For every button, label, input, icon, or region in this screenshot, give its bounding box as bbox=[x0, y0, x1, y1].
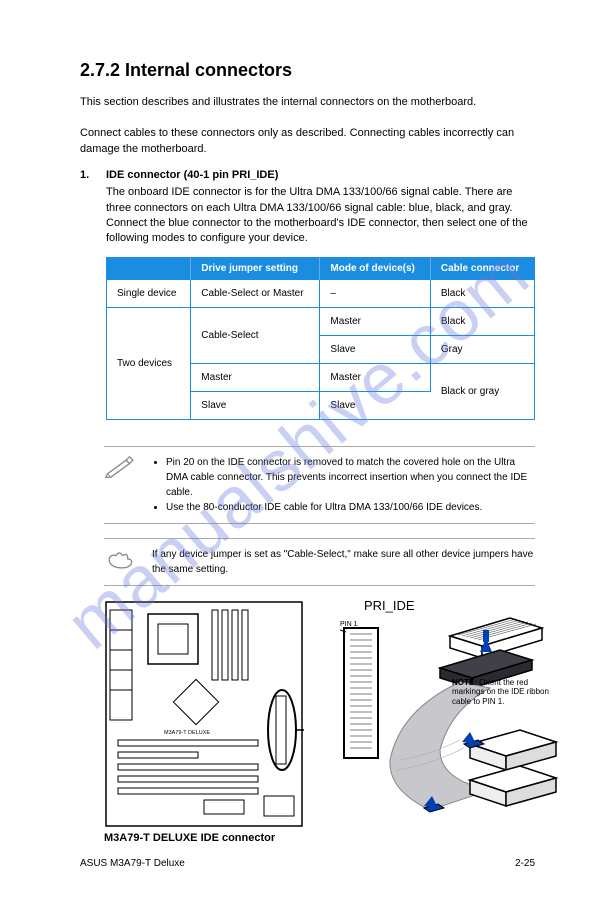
table-row: Single device Cable-Select or Master – B… bbox=[107, 280, 535, 308]
ide-description: The onboard IDE connector is for the Ult… bbox=[106, 185, 535, 247]
intro-text: This section describes and illustrates t… bbox=[80, 95, 535, 110]
item-number: 1. bbox=[80, 169, 92, 436]
ide-title: IDE connector (40-1 pin PRI_IDE) bbox=[106, 169, 535, 181]
hand-icon bbox=[104, 547, 138, 571]
table-cell: Slave bbox=[320, 391, 430, 419]
footer-right: 2-25 bbox=[515, 858, 535, 869]
table-cell: Two devices bbox=[107, 307, 191, 419]
note-block: Pin 20 on the IDE connector is removed t… bbox=[104, 446, 535, 524]
table-header: Cable connector bbox=[430, 257, 534, 280]
numbered-item: 1. IDE connector (40-1 pin PRI_IDE) The … bbox=[80, 169, 535, 436]
table-cell: Black or gray bbox=[430, 363, 534, 419]
note-block: If any device jumper is set as "Cable-Se… bbox=[104, 538, 535, 586]
page-footer: ASUS M3A79-T Deluxe 2-25 bbox=[80, 858, 535, 869]
page-content: 2.7.2 Internal connectors This section d… bbox=[0, 0, 595, 897]
table-cell: Master bbox=[320, 307, 430, 335]
note-box-title: NOTE: bbox=[452, 678, 477, 687]
cable-diagram: PIN 1 bbox=[340, 610, 570, 850]
table-cell: Cable-Select or Master bbox=[191, 280, 320, 308]
section-title: 2.7.2 Internal connectors bbox=[80, 60, 535, 81]
diagram-caption: M3A79-T DELUXE IDE connector bbox=[104, 832, 275, 844]
table-cell: Black bbox=[430, 280, 534, 308]
note-item: Pin 20 on the IDE connector is removed t… bbox=[166, 455, 535, 500]
pencil-icon bbox=[104, 455, 138, 479]
table-header bbox=[107, 257, 191, 280]
table-header: Drive jumper setting bbox=[191, 257, 320, 280]
motherboard-diagram: M3A79-T DELUXE bbox=[104, 600, 304, 830]
table-header-row: Drive jumper setting Mode of device(s) C… bbox=[107, 257, 535, 280]
note-list: Pin 20 on the IDE connector is removed t… bbox=[152, 455, 535, 515]
table-cell: Master bbox=[191, 363, 320, 391]
table-cell: Slave bbox=[320, 335, 430, 363]
footer-left: ASUS M3A79-T Deluxe bbox=[80, 858, 185, 869]
table-row: Two devices Cable-Select Master Black bbox=[107, 307, 535, 335]
mobo-model-label: M3A79-T DELUXE bbox=[164, 730, 210, 736]
note-text: If any device jumper is set as "Cable-Se… bbox=[152, 547, 535, 577]
table-cell: – bbox=[320, 280, 430, 308]
orient-note-box: NOTE: Orient the red markings on the IDE… bbox=[452, 678, 556, 707]
table-cell: Single device bbox=[107, 280, 191, 308]
table-cell: Slave bbox=[191, 391, 320, 419]
table-cell: Cable-Select bbox=[191, 307, 320, 363]
note-item: Use the 80-conductor IDE cable for Ultra… bbox=[166, 500, 535, 515]
jumper-settings-table: Drive jumper setting Mode of device(s) C… bbox=[106, 257, 535, 420]
table-cell: Master bbox=[320, 363, 430, 391]
pin1-label: PIN 1 bbox=[340, 621, 358, 628]
table-header: Mode of device(s) bbox=[320, 257, 430, 280]
table-cell: Gray bbox=[430, 335, 534, 363]
sub-intro-text: Connect cables to these connectors only … bbox=[80, 126, 535, 157]
table-cell: Black bbox=[430, 307, 534, 335]
diagram-area: M3A79-T DELUXE M3A79-T DELUXE IDE connec… bbox=[104, 600, 535, 860]
